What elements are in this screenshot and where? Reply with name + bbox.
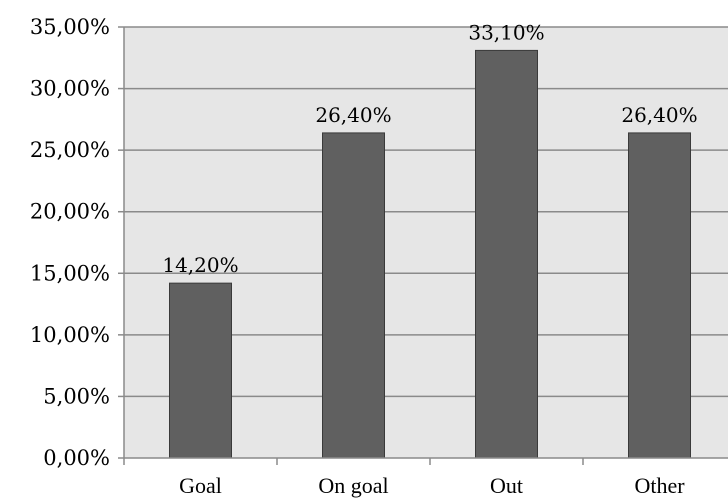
y-tick-label: 0,00% xyxy=(43,446,110,470)
axes xyxy=(123,27,728,459)
x-tick-label: Other xyxy=(634,473,685,498)
data-label: 33,10% xyxy=(468,20,544,44)
data-label: 14,20% xyxy=(162,253,238,277)
x-tick-label: On goal xyxy=(318,473,388,498)
y-tick-label: 10,00% xyxy=(30,323,110,347)
y-tick-label: 15,00% xyxy=(30,261,110,285)
y-tick-label: 25,00% xyxy=(30,138,110,162)
y-tick-label: 35,00% xyxy=(30,15,110,39)
x-axis-ticks: Goal On goal Out Other xyxy=(123,458,685,498)
bar-goal xyxy=(169,282,232,459)
bar-other xyxy=(628,132,691,459)
bar-on-goal xyxy=(322,132,385,459)
y-axis-ticks: 0,00% 5,00% 10,00% 15,00% 20,00% 25,00% 30,00%… xyxy=(30,15,124,470)
data-label: 26,40% xyxy=(315,103,391,127)
y-tick-label: 20,00% xyxy=(30,200,110,224)
y-tick-label: 30,00% xyxy=(30,77,110,101)
x-tick-label: Out xyxy=(490,473,523,498)
x-tick-label: Goal xyxy=(179,473,222,498)
data-labels: 14,20% 26,40% 33,10% 26,40% xyxy=(162,20,697,277)
data-label: 26,40% xyxy=(621,103,697,127)
y-tick-label: 5,00% xyxy=(43,384,110,408)
bar-out xyxy=(475,49,538,459)
